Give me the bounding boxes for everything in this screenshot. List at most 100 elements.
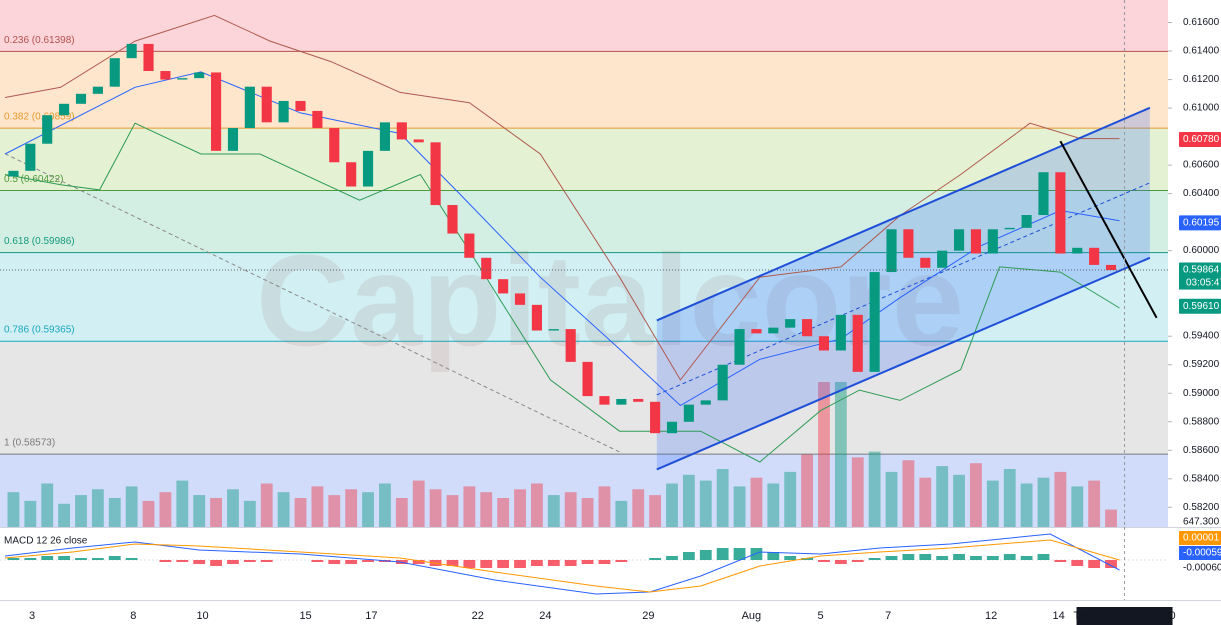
macd-histogram-bar — [1088, 560, 1101, 568]
volume-bar — [514, 489, 526, 527]
macd-histogram-bar — [75, 558, 87, 560]
candle — [109, 58, 120, 87]
candle — [785, 319, 796, 328]
macd-histogram-bar — [1037, 554, 1050, 560]
volume-bar — [1088, 480, 1101, 527]
channel-upper — [656, 106, 1151, 322]
macd-histogram-bar — [767, 552, 780, 560]
volume-bar — [767, 483, 780, 527]
y-tick-label: 0.61000 — [1183, 103, 1220, 114]
candle — [616, 398, 627, 405]
volume-bar — [615, 500, 628, 527]
fib-band — [0, 454, 1168, 527]
macd-histogram-bar — [193, 560, 206, 564]
macd-histogram-bar — [868, 558, 881, 560]
volume-bar — [497, 498, 510, 527]
volume-bar — [91, 489, 104, 527]
fib-label: 0.382 (0.60859) — [4, 112, 75, 123]
trendline — [1059, 140, 1158, 319]
macd-histogram-bar — [345, 560, 358, 564]
price-tag — [1179, 298, 1221, 314]
volume-bar — [784, 471, 797, 527]
macd-histogram-bar — [480, 560, 493, 568]
volume-bar — [429, 489, 442, 527]
candle — [734, 329, 745, 365]
macd-tag-label: 0.00001 — [1183, 533, 1220, 544]
y-tick-label: 0.60400 — [1183, 188, 1220, 199]
price-tag-label: 0.60195 — [1183, 217, 1220, 228]
candle — [903, 229, 914, 258]
macd-tag — [1179, 546, 1221, 560]
fib-band — [0, 341, 1168, 455]
macd-histogram-bar — [1054, 560, 1067, 562]
y-tick-label: 0.59000 — [1183, 388, 1220, 399]
candle — [177, 78, 188, 80]
volume-bar — [210, 498, 222, 527]
macd-histogram-bar — [953, 554, 965, 560]
volume-bar — [682, 474, 695, 527]
candle — [987, 229, 998, 254]
y-tick-label: 0.60000 — [1183, 245, 1220, 256]
candle — [329, 128, 340, 163]
macd-histogram-bar — [885, 556, 898, 560]
candle — [937, 250, 948, 268]
macd-histogram-bar — [58, 556, 71, 560]
volume-bar — [649, 495, 662, 527]
macd-histogram-bar — [41, 556, 54, 560]
volume-bar — [7, 492, 20, 527]
fib-label: 0.618 (0.59986) — [4, 236, 75, 247]
x-tick-label: 14 — [1053, 610, 1065, 622]
volume-bar — [480, 492, 493, 527]
signal-line — [4, 539, 1120, 593]
macd-histogram-bar — [801, 558, 813, 560]
price-tag-label: 0.59610 — [1183, 301, 1220, 312]
fib-label: 1 (0.58573) — [4, 438, 55, 449]
macd-histogram-bar — [1020, 556, 1033, 560]
macd-histogram-bar — [716, 548, 729, 560]
candle — [160, 71, 171, 80]
candle — [295, 100, 306, 111]
volume-bar — [345, 489, 358, 527]
candle — [531, 304, 542, 331]
macd-histogram-bar — [615, 560, 628, 562]
macd-histogram-bar — [7, 558, 20, 560]
volume-bar — [311, 486, 324, 527]
volume-bar — [818, 382, 830, 527]
macd-histogram-bar — [463, 560, 476, 568]
candle — [396, 122, 407, 140]
candle — [92, 86, 103, 94]
bollinger-band — [4, 14, 1120, 381]
candle — [599, 396, 610, 405]
volume-bar — [1071, 486, 1084, 527]
volume-bar — [446, 495, 459, 527]
candle — [920, 257, 931, 268]
macd-histogram-bar — [243, 560, 256, 562]
candle — [1021, 215, 1032, 228]
candle — [768, 327, 779, 334]
candle — [261, 86, 272, 123]
volume-bar — [902, 460, 915, 527]
price-pane: 0.236 (0.61398)0.382 (0.60859)0.5 (0.604… — [0, 0, 1168, 527]
watermark: Capitalcore — [256, 227, 964, 373]
volume-bar — [395, 498, 408, 527]
macd-line — [4, 533, 1120, 595]
candle — [852, 314, 863, 372]
macd-bg — [0, 529, 1168, 600]
volume-bar — [24, 500, 37, 527]
volume-label: 647.300 — [1183, 517, 1220, 528]
volume-bar — [699, 480, 712, 527]
candle — [751, 329, 762, 334]
fib-band — [0, 252, 1168, 342]
candle — [683, 404, 694, 422]
candle — [227, 128, 239, 151]
macd-histogram-bar — [446, 560, 459, 566]
current-time-tag — [1076, 607, 1173, 625]
volume-bar — [834, 382, 847, 527]
macd-histogram-bar — [125, 558, 138, 560]
macd-histogram-bar — [311, 560, 324, 562]
x-tick-label: 10 — [196, 610, 208, 622]
volume-bar — [564, 492, 577, 527]
candle — [362, 150, 374, 187]
y-tick-label: 0.58800 — [1183, 416, 1220, 427]
